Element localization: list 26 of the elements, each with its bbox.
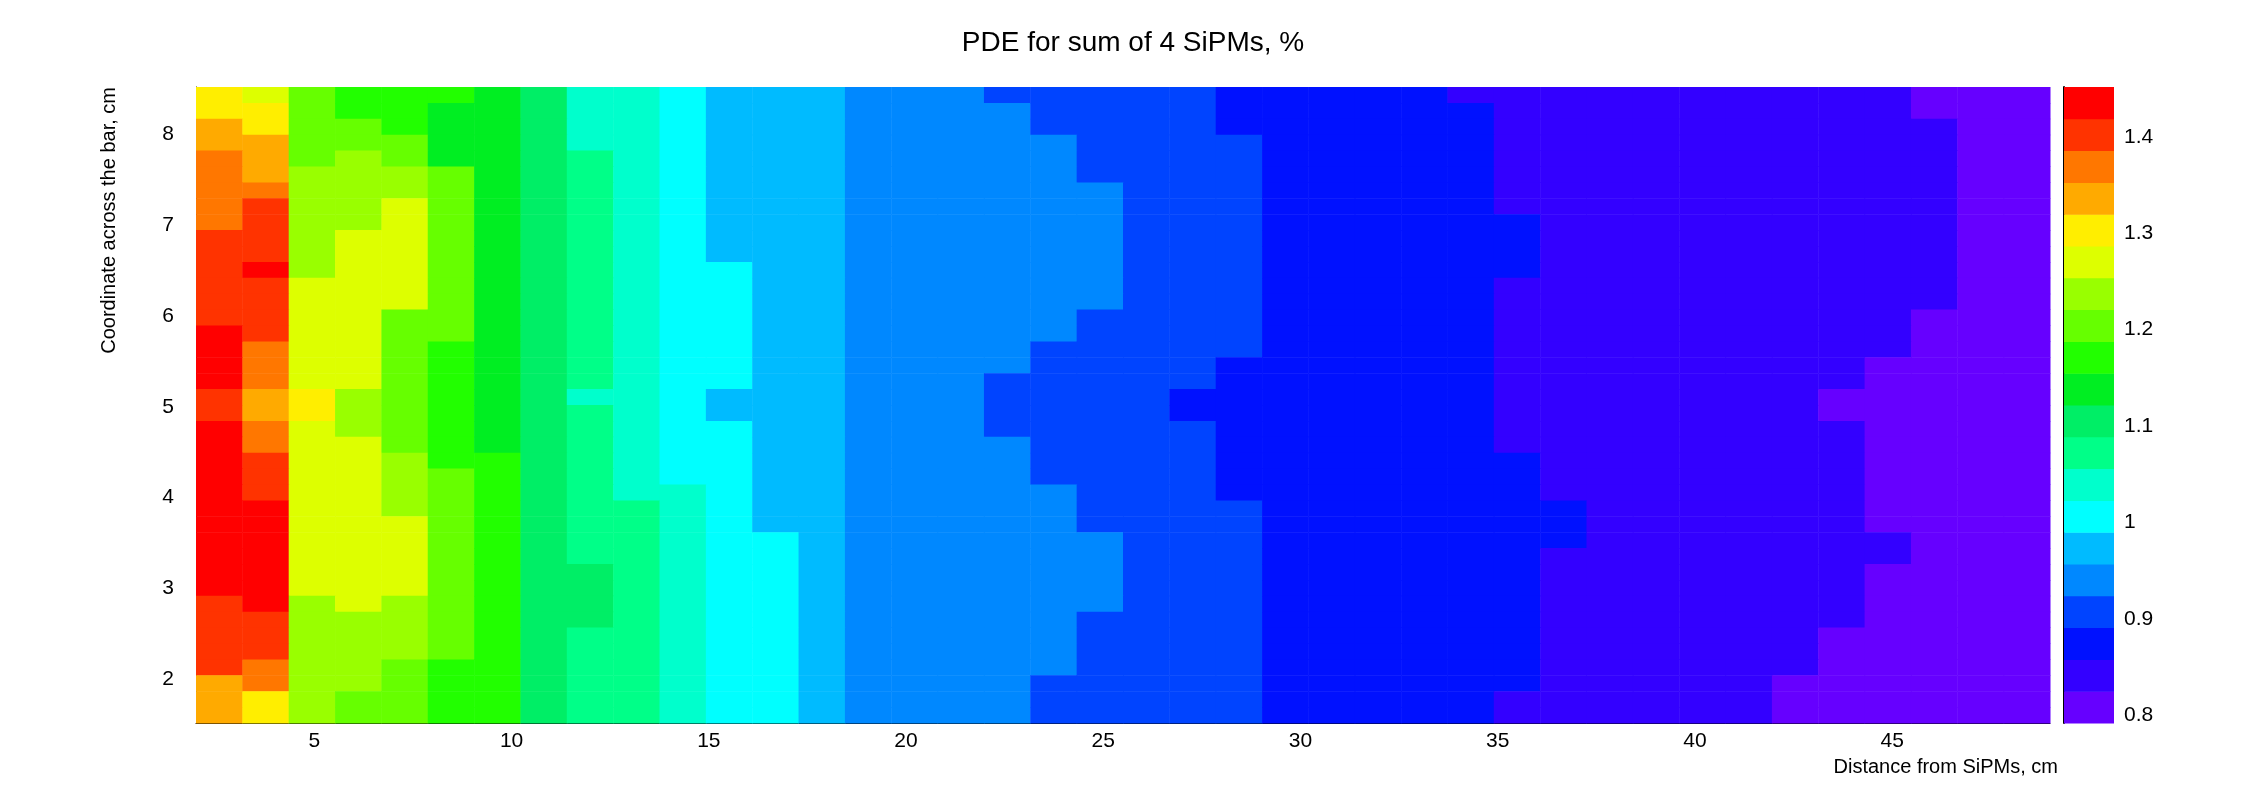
y-tick-label: 2 (162, 666, 174, 690)
color-bar-label: 1.4 (2124, 123, 2154, 147)
x-tick-label: 45 (1880, 728, 1904, 751)
y-tick-label: 4 (162, 484, 175, 508)
y-tick-label: 5 (162, 393, 174, 417)
color-bar-label: 1.2 (2124, 316, 2154, 340)
y-tick-label: 7 (162, 211, 174, 235)
x-tick-label: 10 (499, 728, 524, 751)
x-tick-label: 35 (1486, 728, 1510, 751)
color-bar-label: 1 (2124, 509, 2136, 533)
y-tick-label: 8 (162, 120, 174, 144)
color-bar-label: 0.9 (2124, 605, 2154, 629)
x-tick-label: 30 (1288, 728, 1313, 751)
color-bar-label: 0.8 (2124, 701, 2154, 725)
chart-title: PDE for sum of 4 SiPMs, % (961, 25, 1305, 57)
x-tick-label: 5 (308, 728, 321, 751)
x-tick-label: 40 (1683, 728, 1707, 751)
x-axis-title: Distance from SiPMs, cm (1833, 755, 2058, 777)
color-bar-label: 1.1 (2124, 412, 2154, 436)
y-axis-title: Coordinate across the bar, cm (97, 87, 119, 354)
y-tick-label: 6 (162, 302, 174, 326)
x-tick-label: 20 (894, 728, 918, 751)
color-bar-label: 1.3 (2124, 220, 2154, 244)
x-tick-label: 15 (697, 728, 721, 751)
y-tick-label: 3 (162, 575, 174, 599)
x-tick-label: 25 (1091, 728, 1115, 751)
